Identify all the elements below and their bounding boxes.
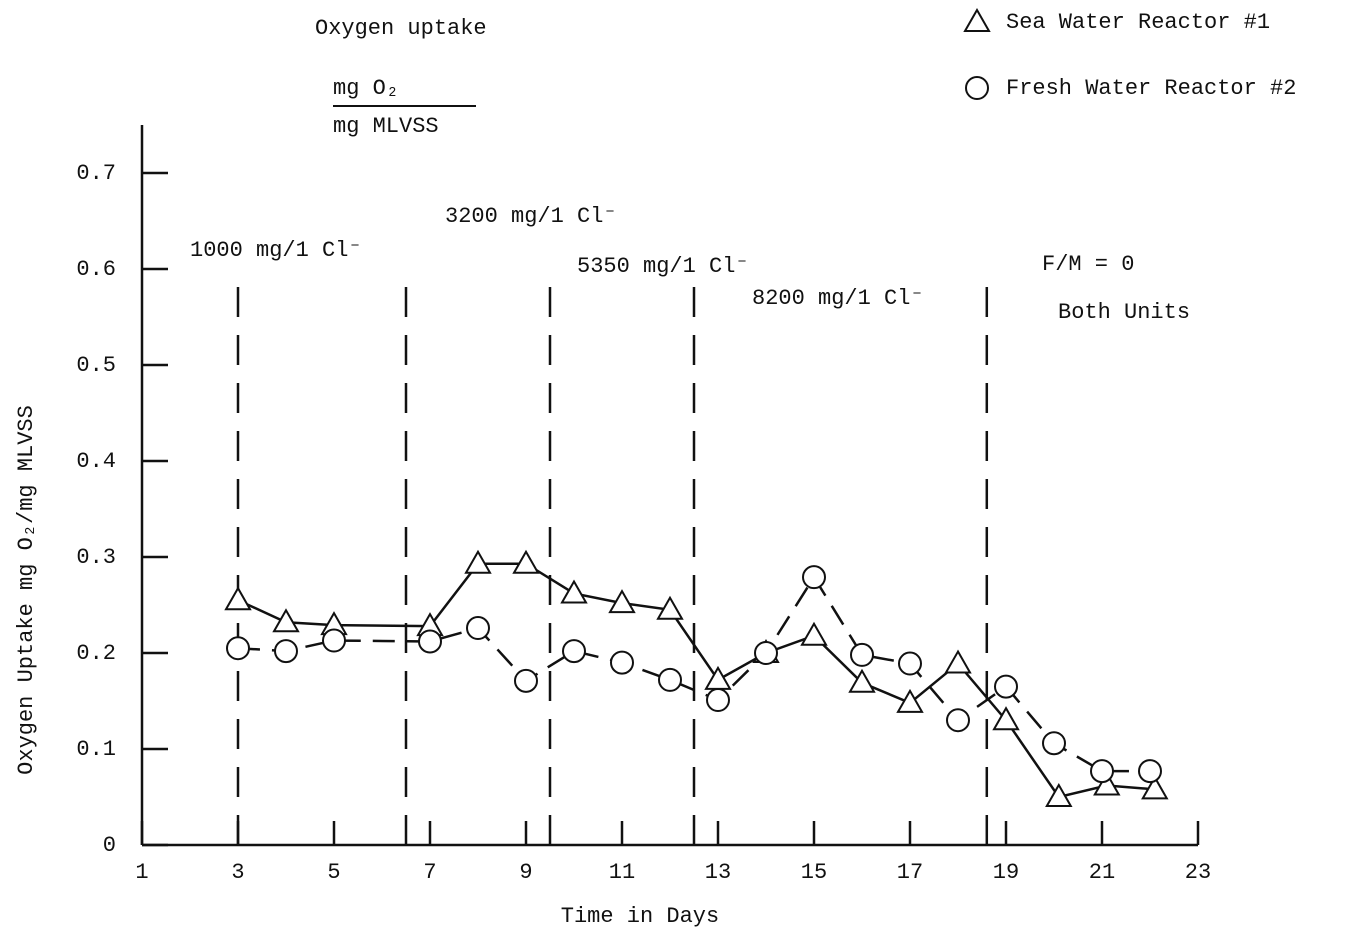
x-tick-label: 23 <box>1185 860 1211 885</box>
marker <box>706 688 730 713</box>
x-tick-label: 15 <box>801 860 827 885</box>
marker <box>896 688 924 713</box>
x-axis-label: Time in Days <box>561 904 719 929</box>
marker <box>800 621 828 646</box>
marker <box>898 651 922 676</box>
marker <box>274 639 298 664</box>
x-tick-label: 1 <box>135 860 148 885</box>
y-tick-label: 0.5 <box>76 353 116 378</box>
annotation: 1000 mg/1 Cl⁻ <box>190 238 362 263</box>
annotation: Both Units <box>1058 300 1190 325</box>
marker <box>1045 782 1073 807</box>
x-tick-label: 5 <box>327 860 340 885</box>
marker <box>802 565 826 590</box>
title-numerator: mg O₂ <box>333 76 399 101</box>
marker <box>704 665 732 690</box>
marker <box>1093 771 1121 796</box>
marker <box>464 549 492 574</box>
marker <box>994 674 1018 699</box>
title-denominator: mg MLVSS <box>333 114 439 139</box>
marker <box>512 549 540 574</box>
annotation: 3200 mg/1 Cl⁻ <box>445 204 617 229</box>
x-tick-label: 13 <box>705 860 731 885</box>
y-tick-label: 0.6 <box>76 257 116 282</box>
y-tick-label: 0.4 <box>76 449 116 474</box>
legend-marker <box>963 7 991 32</box>
marker <box>850 642 874 667</box>
marker <box>322 628 346 653</box>
x-tick-label: 7 <box>423 860 436 885</box>
marker <box>1042 731 1066 756</box>
y-tick-label: 0 <box>103 833 116 858</box>
marker <box>224 586 252 611</box>
marker <box>992 706 1020 731</box>
marker <box>272 608 300 633</box>
marker <box>946 708 970 733</box>
y-tick-label: 0.2 <box>76 641 116 666</box>
legend-label: Fresh Water Reactor #2 <box>1006 76 1296 101</box>
series-line <box>237 562 1155 799</box>
marker <box>1141 775 1169 800</box>
marker <box>610 650 634 675</box>
legend-label: Sea Water Reactor #1 <box>1006 10 1270 35</box>
x-tick-label: 19 <box>993 860 1019 885</box>
marker <box>608 589 636 614</box>
marker <box>514 668 538 693</box>
y-tick-label: 0.7 <box>76 161 116 186</box>
y-tick-label: 0.3 <box>76 545 116 570</box>
marker <box>226 636 250 661</box>
marker <box>848 668 876 693</box>
y-axis-label: Oxygen Uptake mg O₂/mg MLVSS <box>14 405 39 775</box>
x-tick-label: 11 <box>609 860 635 885</box>
marker <box>656 595 684 620</box>
x-tick-label: 3 <box>231 860 244 885</box>
marker <box>560 579 588 604</box>
marker <box>466 616 490 641</box>
marker <box>658 667 682 692</box>
x-tick-label: 21 <box>1089 860 1115 885</box>
marker <box>944 649 972 674</box>
x-tick-label: 9 <box>519 860 532 885</box>
marker <box>1090 759 1114 784</box>
marker <box>418 629 442 654</box>
annotation: 8200 mg/1 Cl⁻ <box>752 286 924 311</box>
chart-title: Oxygen uptake <box>315 16 487 41</box>
marker <box>562 639 586 664</box>
y-tick-label: 0.1 <box>76 737 116 762</box>
marker <box>1138 759 1162 784</box>
annotation: F/M = 0 <box>1042 252 1134 277</box>
annotation: 5350 mg/1 Cl⁻ <box>577 254 749 279</box>
x-tick-label: 17 <box>897 860 923 885</box>
marker <box>754 641 778 665</box>
legend-marker <box>965 76 989 100</box>
